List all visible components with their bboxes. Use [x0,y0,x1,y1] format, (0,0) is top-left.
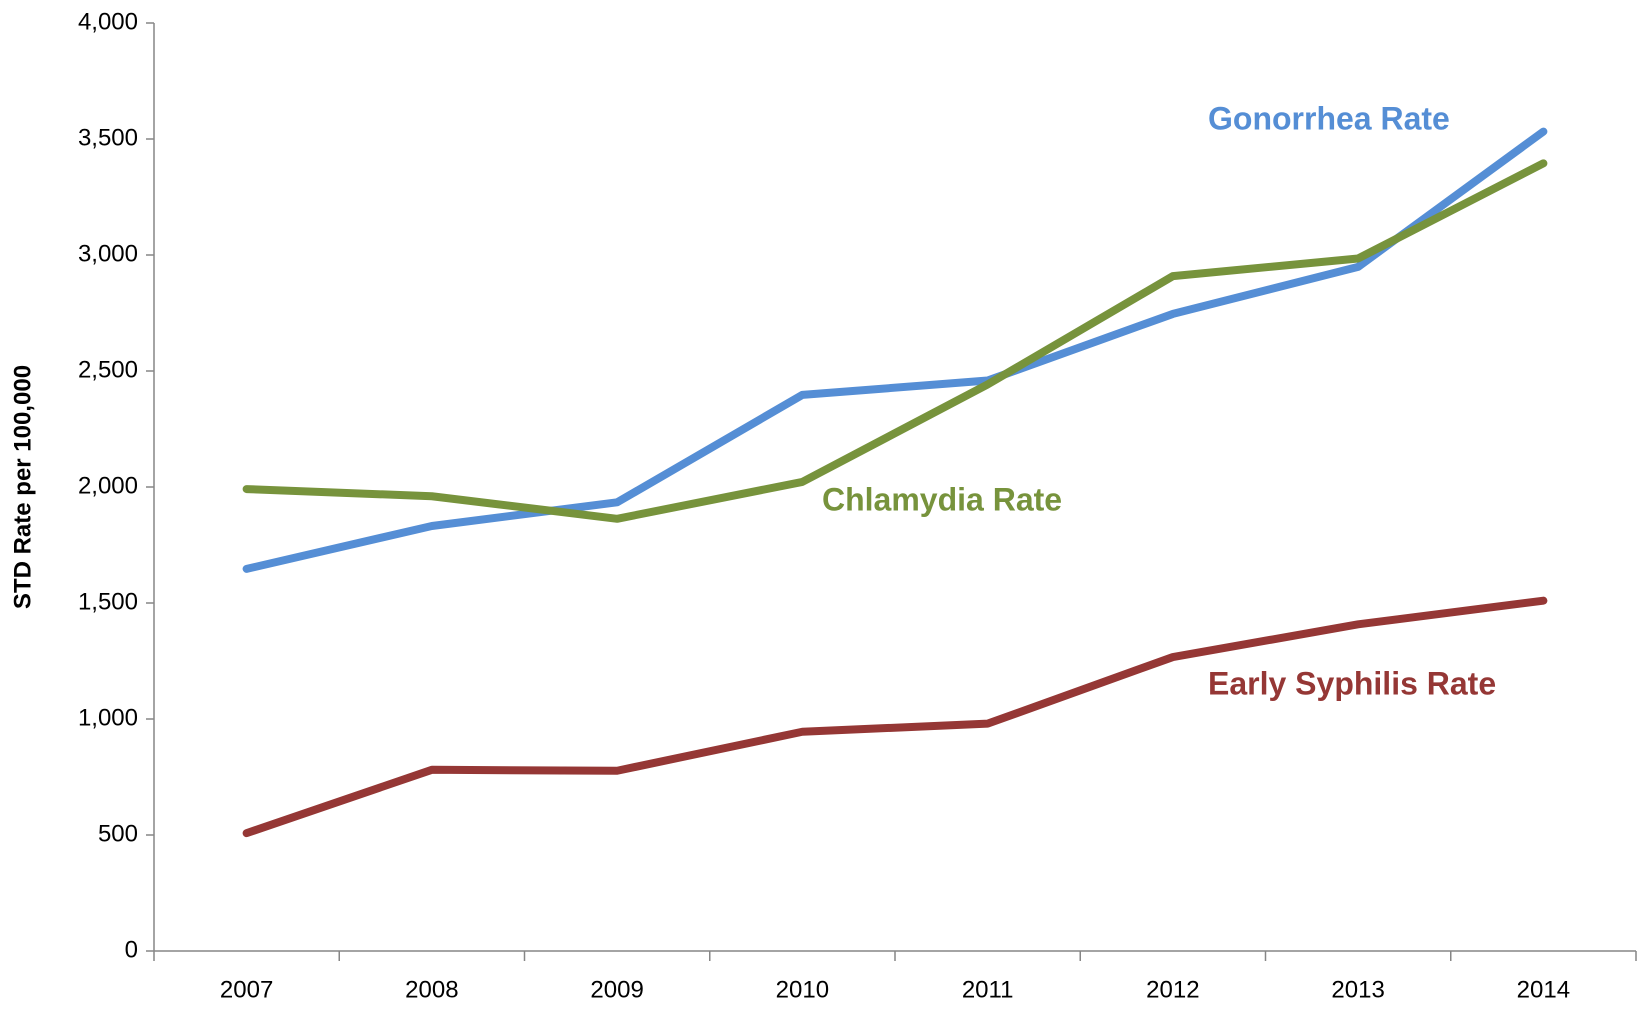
line-series [242,596,1548,838]
y-tick-label: 0 [125,936,138,963]
x-tick-label: 2010 [776,976,829,1003]
y-tick-label: 3,500 [78,124,138,151]
y-tick-label: 4,000 [78,8,138,35]
y-tick-label: 2,000 [78,472,138,499]
x-tick-label: 2008 [405,976,458,1003]
x-tick-label: 2014 [1517,976,1570,1003]
y-tick-label: 2,500 [78,356,138,383]
series-label: Early Syphilis Rate [1208,665,1496,701]
y-axis-label: STD Rate per 100,000 [9,365,36,609]
y-tick-label: 500 [98,820,138,847]
line-series [242,159,1548,523]
x-tick-label: 2013 [1331,976,1384,1003]
x-tick-label: 2007 [220,976,273,1003]
x-tick-label: 2012 [1146,976,1199,1003]
x-tick-label: 2011 [962,976,1014,1003]
x-tick-label: 2009 [590,976,643,1003]
series-label: Gonorrhea Rate [1208,100,1450,136]
y-tick-label: 3,000 [78,240,138,267]
series-label: Chlamydia Rate [822,481,1062,517]
line-series [242,127,1548,573]
y-tick-label: 1,500 [78,588,138,615]
y-tick-label: 1,000 [78,704,138,731]
